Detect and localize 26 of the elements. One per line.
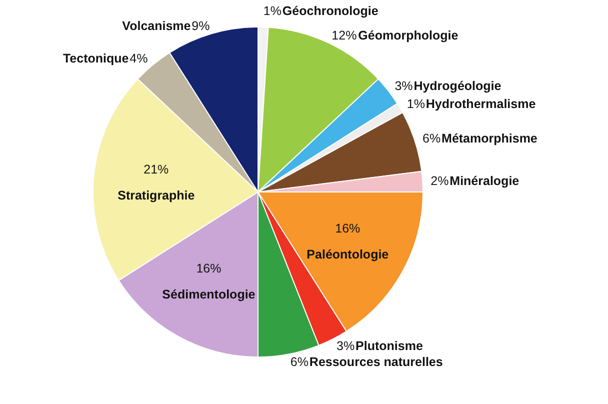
data-label: 6% <box>422 132 441 146</box>
slice-label: Géomorphologie <box>358 28 458 42</box>
data-label: 3% <box>394 78 413 93</box>
data-label: 1% <box>263 4 282 18</box>
slice-label: Paléontologie <box>306 247 389 262</box>
slice-label: Tectonique <box>62 52 129 66</box>
slice-label: Hydrogéologie <box>414 78 502 93</box>
data-label: 6% <box>290 354 308 369</box>
slice-label: Plutonisme <box>356 339 423 354</box>
slice-label: Minéralogie <box>450 174 520 188</box>
slice-label: Ressources naturelles <box>309 354 443 369</box>
data-label: 16% <box>335 221 360 236</box>
slice-label: Géochronologie <box>282 4 378 18</box>
data-label: 16% <box>196 262 222 276</box>
data-label: 4% <box>130 52 148 66</box>
slice-label: Volcanisme <box>122 18 191 33</box>
data-label: 1% <box>406 96 425 111</box>
slice-label: Métamorphisme <box>442 132 538 146</box>
data-label: 3% <box>336 339 355 354</box>
slice-label: Sédimentologie <box>162 288 256 302</box>
slice-label: Stratigraphie <box>118 188 195 202</box>
data-label: 12% <box>332 28 357 42</box>
data-label: 9% <box>192 18 210 33</box>
data-label: 21% <box>144 162 169 176</box>
data-label: 2% <box>430 174 449 188</box>
slice-label: Hydrothermalisme <box>426 96 536 111</box>
